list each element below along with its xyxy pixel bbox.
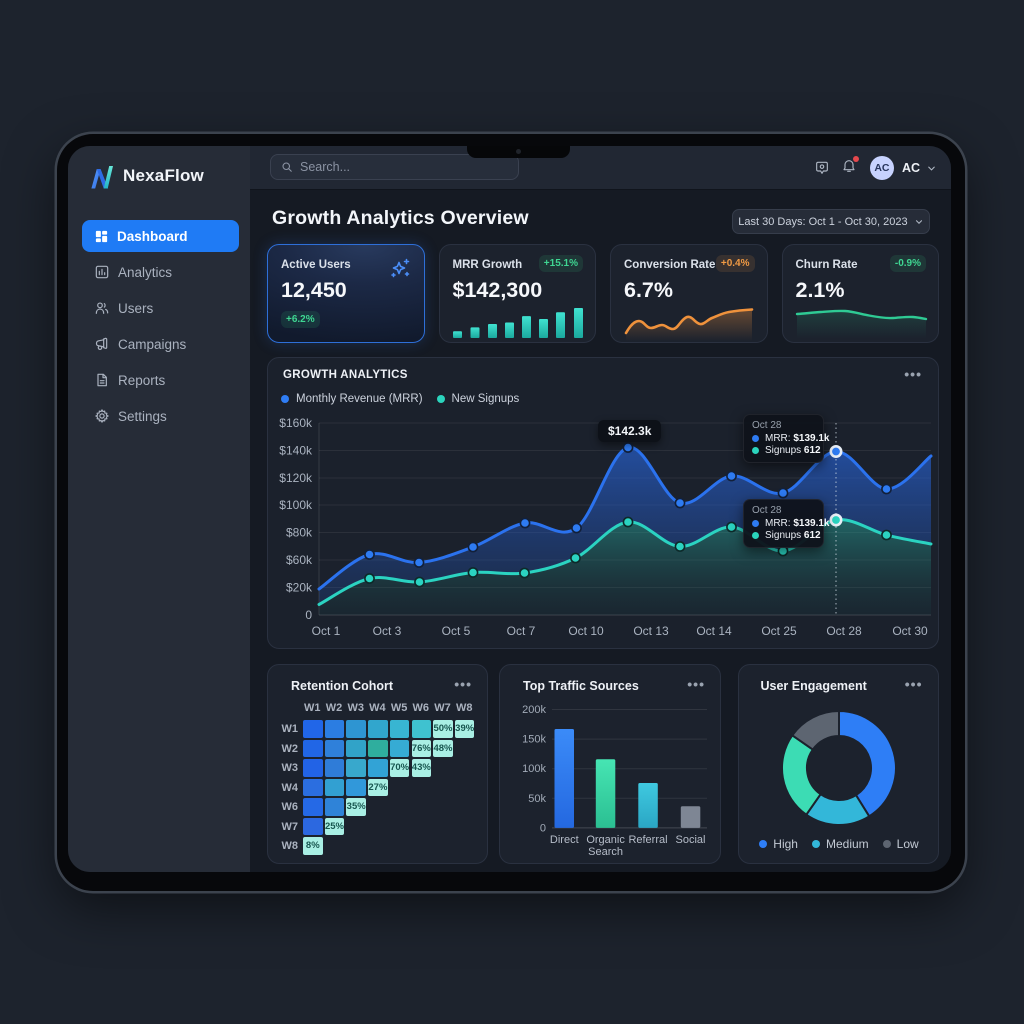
svg-text:Search: Search bbox=[588, 846, 623, 858]
svg-text:Oct 3: Oct 3 bbox=[373, 624, 402, 638]
svg-text:Oct 25: Oct 25 bbox=[761, 624, 797, 638]
svg-text:$120k: $120k bbox=[279, 471, 313, 485]
svg-text:Oct 10: Oct 10 bbox=[568, 624, 604, 638]
svg-text:0: 0 bbox=[305, 608, 312, 622]
svg-text:$60k: $60k bbox=[286, 553, 313, 567]
svg-text:Direct: Direct bbox=[550, 834, 579, 846]
svg-text:Oct 5: Oct 5 bbox=[442, 624, 471, 638]
svg-text:$100k: $100k bbox=[279, 498, 313, 512]
svg-text:$80k: $80k bbox=[286, 526, 313, 540]
svg-text:0: 0 bbox=[540, 822, 546, 834]
svg-text:100k: 100k bbox=[522, 763, 546, 775]
svg-text:$140k: $140k bbox=[279, 444, 313, 458]
svg-text:150k: 150k bbox=[522, 734, 546, 746]
svg-text:Oct 30: Oct 30 bbox=[892, 624, 928, 638]
svg-text:$160k: $160k bbox=[279, 416, 313, 430]
svg-text:Oct 13: Oct 13 bbox=[633, 624, 669, 638]
svg-text:Oct 1: Oct 1 bbox=[312, 624, 341, 638]
svg-text:Oct 14: Oct 14 bbox=[696, 624, 732, 638]
svg-text:$20k: $20k bbox=[286, 581, 313, 595]
svg-text:Oct 28: Oct 28 bbox=[826, 624, 862, 638]
svg-text:Social: Social bbox=[676, 834, 706, 846]
svg-text:Oct 7: Oct 7 bbox=[507, 624, 536, 638]
svg-text:50k: 50k bbox=[528, 793, 546, 805]
svg-text:Referral: Referral bbox=[628, 834, 667, 846]
svg-text:Organic: Organic bbox=[586, 834, 625, 846]
svg-text:200k: 200k bbox=[522, 704, 546, 716]
